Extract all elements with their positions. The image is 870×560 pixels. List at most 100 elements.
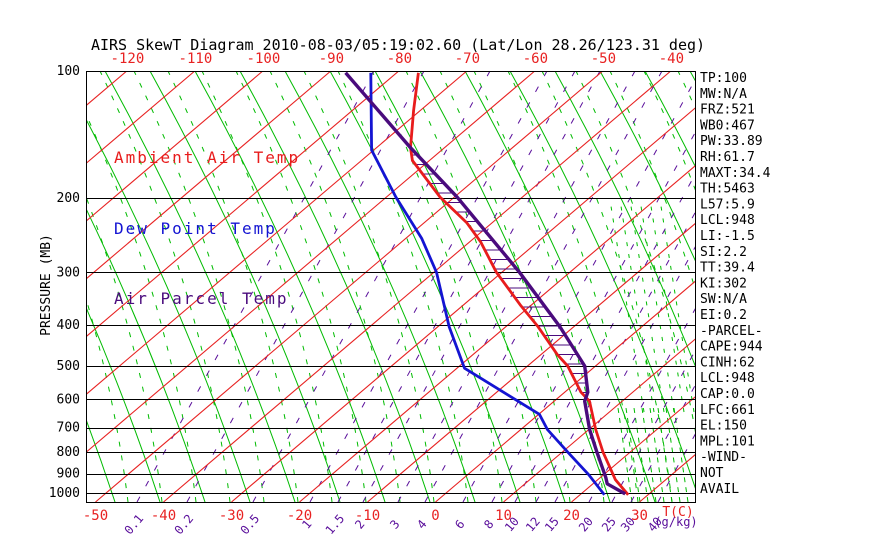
moist-adiabat-dense-line xyxy=(639,199,675,413)
stat-line: MAXT:34.4 xyxy=(700,166,771,181)
dry-adiabat-line xyxy=(599,71,695,262)
top-temp-tick-label: -60 xyxy=(523,51,548,67)
moist-adiabat-line xyxy=(814,71,870,502)
mixing-ratio-tick-label: 4 xyxy=(414,517,429,532)
dry-adiabat-line xyxy=(644,71,695,168)
moist-adiabat-dense-line xyxy=(665,407,681,502)
dry-adiabat-line xyxy=(419,71,611,502)
stat-line: SW:N/A xyxy=(700,292,747,307)
moist-adiabat-line xyxy=(133,71,265,502)
moist-adiabat-line xyxy=(86,112,197,502)
mixing-ratio-line xyxy=(462,79,695,502)
bottom-temp-tick-label: -20 xyxy=(287,508,312,524)
stat-line: L57:5.9 xyxy=(700,197,755,212)
moist-adiabat-line xyxy=(371,71,503,502)
bottom-temp-tick-label: -50 xyxy=(83,508,108,524)
stat-line: -PARCEL- xyxy=(700,324,763,339)
ambient-temp-curve xyxy=(409,72,630,496)
isotherm-line xyxy=(163,71,672,502)
dry-adiabat-line xyxy=(86,118,251,502)
stat-line: WB0:467 xyxy=(700,118,755,133)
moist-adiabat-line xyxy=(746,71,870,502)
mixing-ratio-line xyxy=(424,71,663,502)
mixing-ratio-tick-label: 25 xyxy=(599,514,619,534)
stat-line: FRZ:521 xyxy=(700,103,755,118)
moist-adiabat-dense-line xyxy=(649,407,665,502)
dry-adiabat-line xyxy=(86,207,206,502)
bottom-temp-tick-label: 30 xyxy=(631,508,648,524)
moist-adiabat-dense-line xyxy=(641,407,657,502)
stat-line: TP:100 xyxy=(700,71,747,86)
isotherm-line xyxy=(86,71,128,107)
stat-line: SI:2.2 xyxy=(700,245,747,260)
bottom-temp-tick-label: 10 xyxy=(495,508,512,524)
dry-adiabat-line xyxy=(86,418,116,502)
dry-adiabat-line xyxy=(194,71,386,502)
dry-adiabat-line xyxy=(239,71,431,502)
isotherm-line xyxy=(86,71,536,454)
stat-line: LCL:948 xyxy=(700,371,755,386)
mixing-ratio-tick-label: 1.5 xyxy=(323,512,348,538)
pressure-tick-label: 300 xyxy=(57,265,80,280)
dry-adiabat-line xyxy=(374,71,566,502)
moist-adiabat-line xyxy=(86,195,163,502)
moist-adiabat-line xyxy=(848,71,870,502)
dry-adiabat-line xyxy=(0,71,25,502)
stat-line: LFC:661 xyxy=(700,403,755,418)
top-temp-tick-label: -110 xyxy=(179,51,213,67)
pressure-tick-label: 200 xyxy=(57,191,80,206)
stat-line: NOT xyxy=(700,466,724,481)
stat-line: EI:0.2 xyxy=(700,308,747,323)
moist-adiabat-dense-line xyxy=(617,407,633,502)
mixing-ratio-line xyxy=(337,71,576,502)
stat-line: -WIND- xyxy=(700,450,747,465)
legend-dew-point-temp: Dew Point Temp xyxy=(114,218,277,238)
legend-air-parcel-temp: Air Parcel Temp xyxy=(114,289,289,308)
parcel-temp-curve xyxy=(344,71,627,496)
chart-title: AIRS SkewT Diagram 2010-08-03/05:19:02.6… xyxy=(90,36,706,54)
top-temp-tick-label: -50 xyxy=(591,51,616,67)
bottom-temp-tick-label: 0 xyxy=(431,508,439,524)
mixing-ratio-tick-label: 6 xyxy=(452,517,467,532)
isotherm-line xyxy=(86,71,468,396)
plot-border xyxy=(85,70,697,504)
moist-adiabat-line xyxy=(405,71,537,502)
moist-adiabat-line xyxy=(235,71,367,502)
pressure-axis-label: PRESSURE (MB) xyxy=(39,234,54,336)
top-temp-tick-label: -120 xyxy=(111,51,145,67)
isotherm-line xyxy=(86,71,196,165)
dry-adiabat-line xyxy=(329,71,521,502)
isotherm-line xyxy=(299,165,695,502)
moist-adiabat-line xyxy=(303,71,435,502)
moist-adiabat-line xyxy=(99,71,231,502)
top-temp-tick-label: -70 xyxy=(455,51,480,67)
isotherm-line xyxy=(86,71,400,338)
pressure-tick-label: 800 xyxy=(57,445,80,460)
stat-line: RH:61.7 xyxy=(700,150,755,165)
bottom-temp-tick-label: 20 xyxy=(563,508,580,524)
stat-line: MPL:101 xyxy=(700,434,755,449)
moist-adiabat-dense-line xyxy=(659,199,695,413)
stat-line: KI:302 xyxy=(700,276,747,291)
bottom-temp-tick-label: -40 xyxy=(151,508,176,524)
top-temp-tick-label: -80 xyxy=(387,51,412,67)
isotherm-line xyxy=(86,71,264,222)
moist-adiabat-line xyxy=(86,296,129,502)
moist-adiabat-line xyxy=(337,71,469,502)
legend-ambient-air-temp: Ambient Air Temp xyxy=(114,148,301,167)
pressure-tick-label: 700 xyxy=(57,421,80,436)
moist-adiabat-dense-line xyxy=(609,199,645,413)
bottom-temp-tick-label: -30 xyxy=(219,508,244,524)
mixing-ratio-tick-label: 3 xyxy=(387,517,402,532)
top-temp-tick-label: -100 xyxy=(247,51,281,67)
pressure-tick-label: 400 xyxy=(57,318,80,333)
stat-line: AVAIL xyxy=(700,482,739,497)
isotherm-line xyxy=(435,280,695,502)
isotherm-line xyxy=(571,396,695,502)
temp-unit-label: T(C) xyxy=(662,505,693,520)
stat-line: CAPE:944 xyxy=(700,340,763,355)
isotherm-line xyxy=(503,338,695,502)
moist-adiabat-line xyxy=(780,71,870,502)
